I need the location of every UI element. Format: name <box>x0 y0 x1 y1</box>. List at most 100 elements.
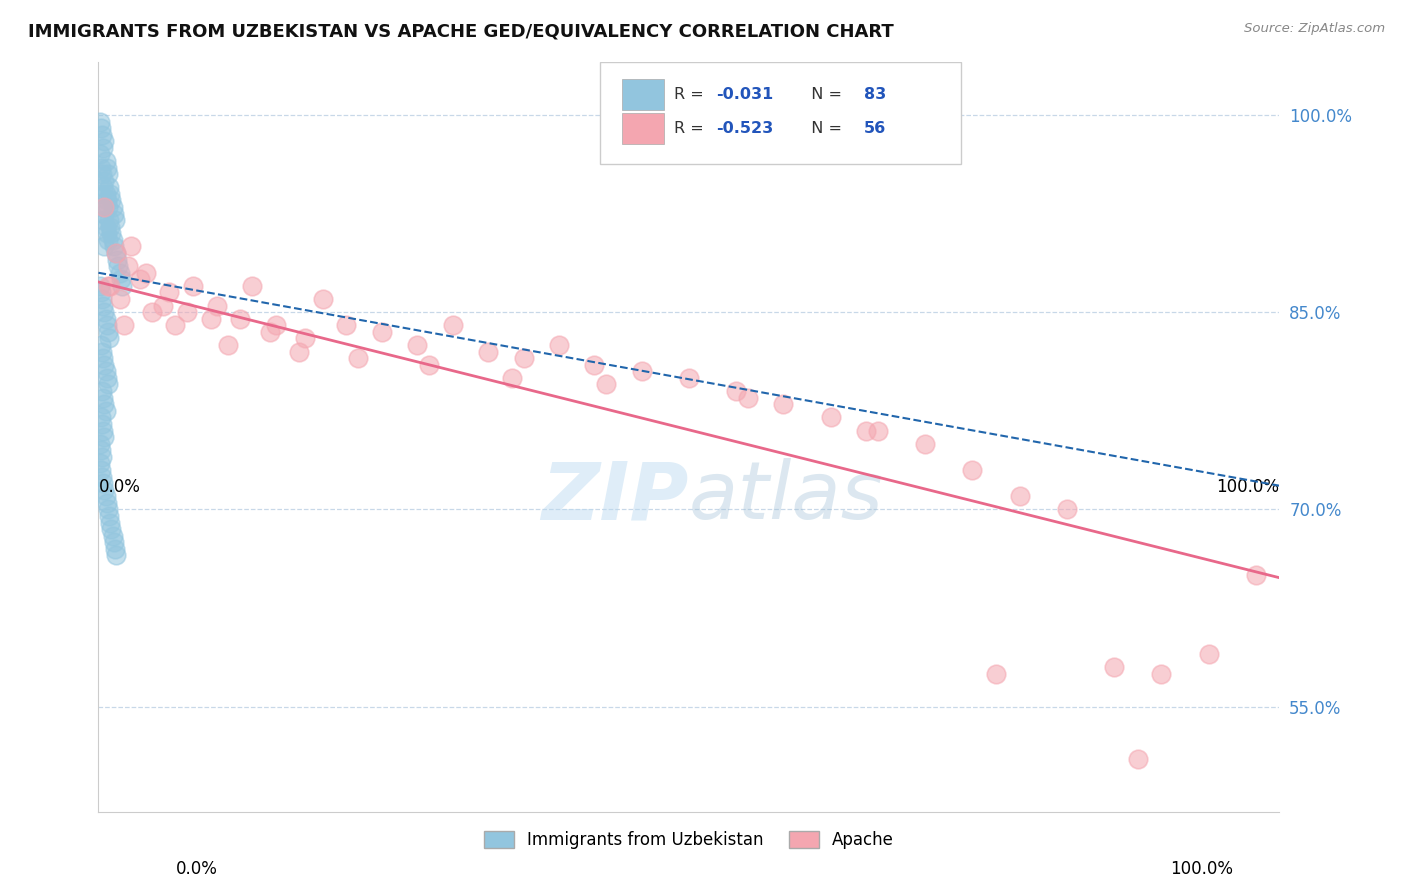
Point <box>98 508 121 523</box>
Point <box>294 331 316 345</box>
Point <box>96 496 118 510</box>
Point <box>181 279 204 293</box>
Point <box>583 358 606 372</box>
Text: R =: R = <box>673 121 709 136</box>
Point <box>105 246 128 260</box>
Point <box>100 522 122 536</box>
Point <box>406 338 429 352</box>
Point <box>371 325 394 339</box>
Point <box>98 331 121 345</box>
Point <box>128 272 150 286</box>
Point <box>105 246 128 260</box>
Point <box>90 161 112 175</box>
Point <box>89 456 111 470</box>
Point <box>157 285 180 300</box>
Point <box>93 430 115 444</box>
Legend: Immigrants from Uzbekistan, Apache: Immigrants from Uzbekistan, Apache <box>477 824 901 855</box>
Point <box>1150 666 1173 681</box>
Point <box>91 128 114 142</box>
Point <box>93 483 115 497</box>
Point <box>108 292 131 306</box>
Point <box>101 233 124 247</box>
Point <box>91 417 114 431</box>
Point <box>97 279 120 293</box>
Point <box>97 233 120 247</box>
Point <box>962 463 984 477</box>
Point <box>135 266 157 280</box>
Point <box>772 397 794 411</box>
Point <box>93 206 115 220</box>
FancyBboxPatch shape <box>621 78 664 111</box>
Point <box>1198 647 1220 661</box>
Point <box>93 200 115 214</box>
Text: N =: N = <box>801 121 848 136</box>
Text: -0.031: -0.031 <box>716 87 773 103</box>
Point <box>89 436 111 450</box>
Text: 83: 83 <box>863 87 886 103</box>
Text: Source: ZipAtlas.com: Source: ZipAtlas.com <box>1244 22 1385 36</box>
Point <box>103 535 125 549</box>
FancyBboxPatch shape <box>600 62 960 163</box>
Point <box>91 424 114 438</box>
Point <box>725 384 748 398</box>
Point <box>1102 660 1125 674</box>
Text: R =: R = <box>673 87 709 103</box>
Point <box>94 186 117 201</box>
Point <box>93 358 115 372</box>
Point <box>91 384 114 398</box>
Point <box>141 305 163 319</box>
Point <box>347 351 370 366</box>
Point <box>94 154 117 169</box>
Point <box>111 279 134 293</box>
Point <box>820 410 842 425</box>
Point <box>97 502 120 516</box>
Point <box>97 167 120 181</box>
Point <box>91 351 114 366</box>
Point <box>90 338 112 352</box>
Point <box>117 259 139 273</box>
Point <box>101 529 124 543</box>
Point <box>100 227 122 241</box>
Point <box>90 410 112 425</box>
Point <box>259 325 281 339</box>
Point <box>107 259 129 273</box>
Point <box>93 305 115 319</box>
Text: 100.0%: 100.0% <box>1170 860 1233 878</box>
Point <box>176 305 198 319</box>
Text: atlas: atlas <box>689 458 884 536</box>
Point <box>97 377 120 392</box>
Point <box>288 344 311 359</box>
Point <box>93 397 115 411</box>
Point <box>91 141 114 155</box>
Point <box>1126 752 1149 766</box>
Point <box>90 121 112 136</box>
Point <box>335 318 357 333</box>
Point <box>112 318 135 333</box>
Point <box>93 239 115 253</box>
Point <box>96 161 118 175</box>
Point <box>98 213 121 227</box>
Point <box>94 404 117 418</box>
Point <box>914 436 936 450</box>
Point <box>94 311 117 326</box>
Point <box>1008 489 1031 503</box>
Text: 0.0%: 0.0% <box>176 860 218 878</box>
Point <box>96 371 118 385</box>
Point <box>200 311 222 326</box>
Point <box>98 180 121 194</box>
Point <box>205 299 228 313</box>
Point <box>477 344 499 359</box>
Point <box>630 364 652 378</box>
Point <box>121 239 143 253</box>
Point <box>98 186 121 201</box>
Point <box>90 443 112 458</box>
Text: 0.0%: 0.0% <box>98 478 141 496</box>
Point <box>678 371 700 385</box>
Point <box>512 351 534 366</box>
Point <box>737 391 759 405</box>
Point <box>98 516 121 530</box>
Point <box>93 134 115 148</box>
Point <box>105 252 128 267</box>
Point <box>91 469 114 483</box>
Point <box>91 391 114 405</box>
